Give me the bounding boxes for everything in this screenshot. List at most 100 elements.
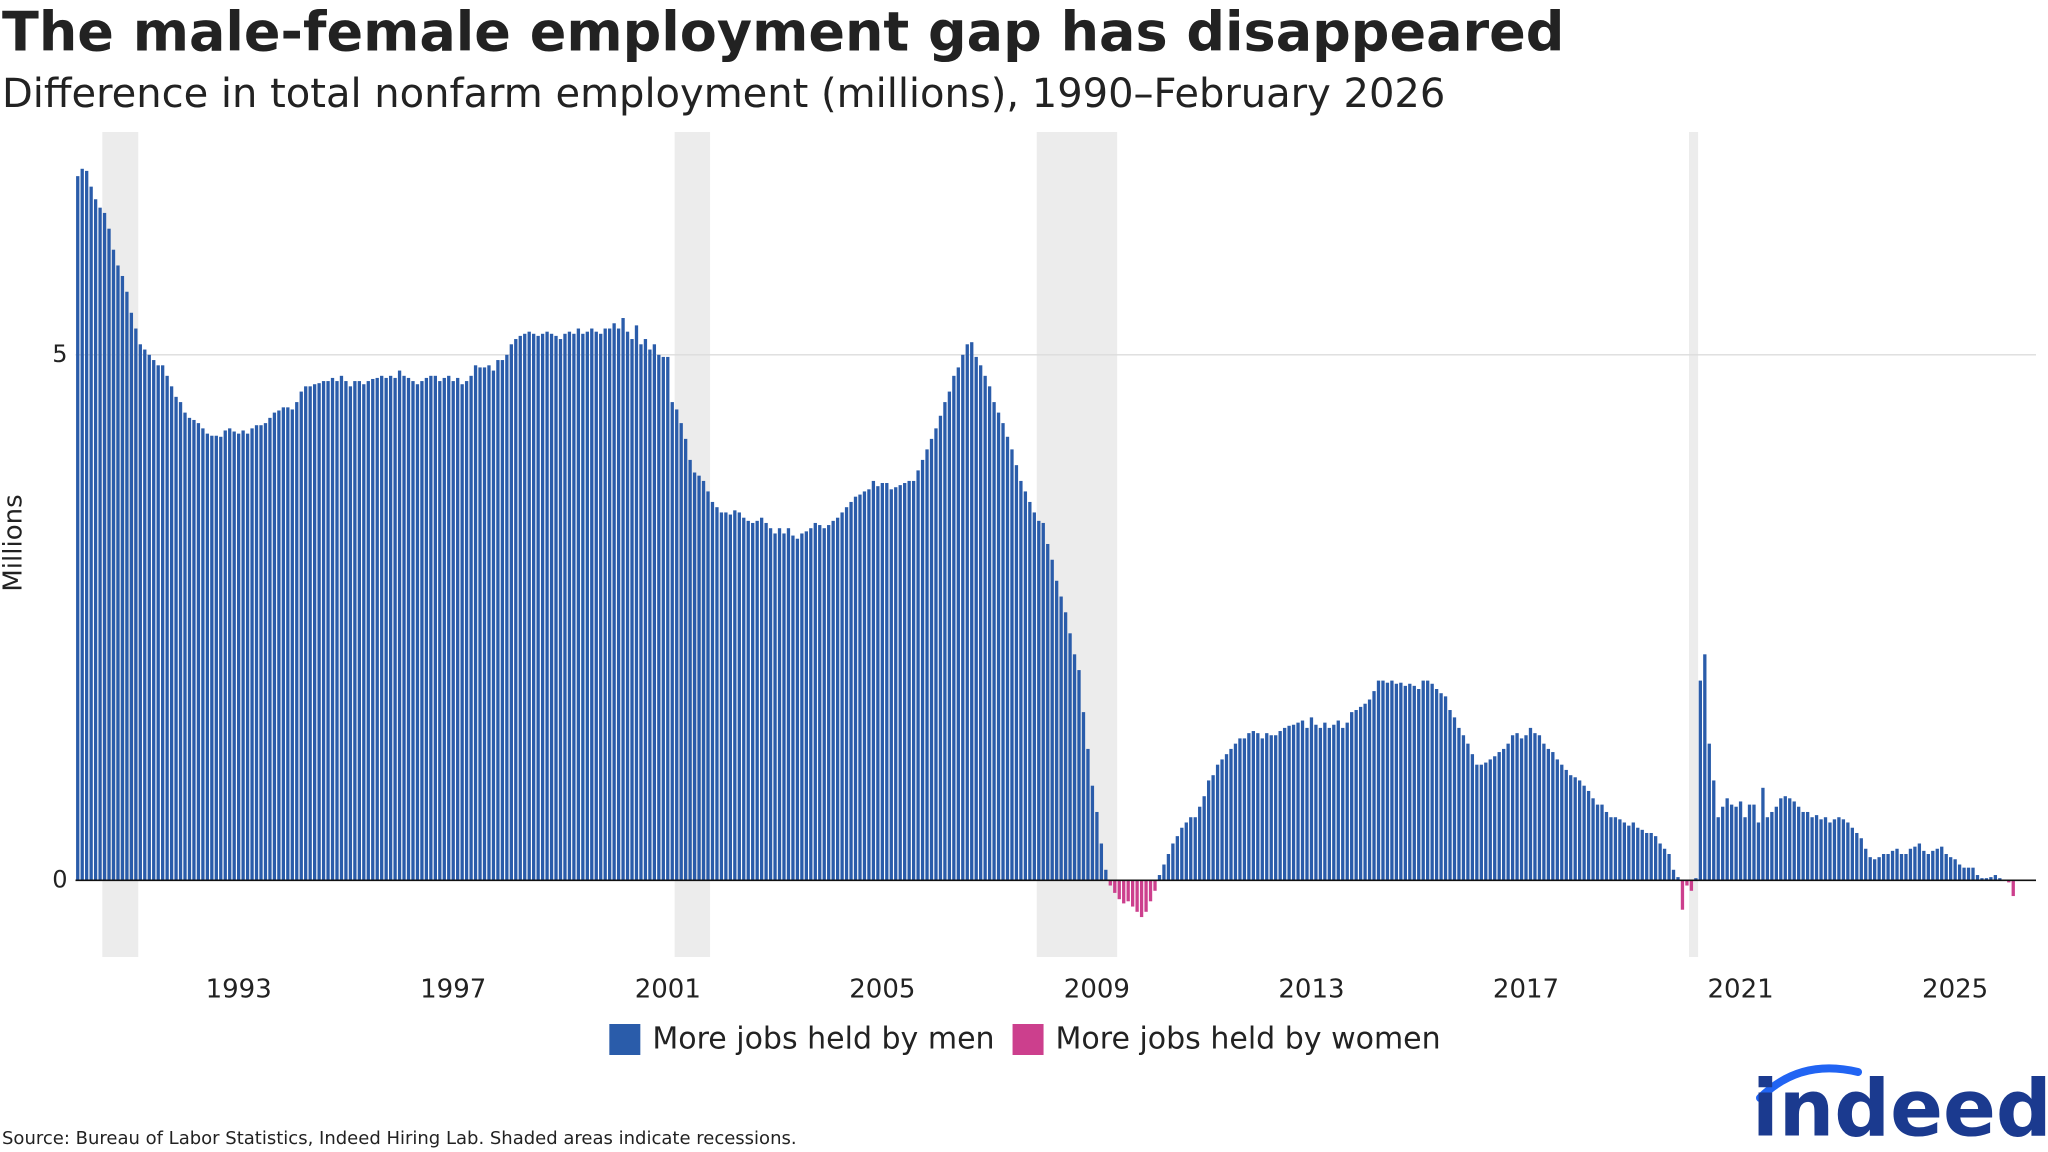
bar xyxy=(1712,780,1716,881)
bar xyxy=(822,528,826,881)
bar xyxy=(889,489,893,881)
bar xyxy=(1640,829,1644,881)
bar xyxy=(1586,790,1591,881)
bar xyxy=(925,449,929,881)
bar xyxy=(1738,801,1743,881)
bar xyxy=(433,375,437,881)
bar xyxy=(956,367,960,881)
bar xyxy=(1707,743,1711,881)
bar xyxy=(1046,543,1050,881)
bar xyxy=(688,459,692,881)
bar xyxy=(1099,843,1104,881)
bar xyxy=(1582,785,1586,881)
bar xyxy=(1703,654,1707,881)
bar xyxy=(1510,735,1515,881)
bar xyxy=(1394,683,1399,881)
bar xyxy=(1636,827,1640,881)
bar xyxy=(603,328,607,881)
bar xyxy=(576,328,581,881)
bar xyxy=(357,381,361,881)
bar xyxy=(835,517,840,881)
bar xyxy=(1819,819,1823,881)
bar xyxy=(831,520,835,881)
bar xyxy=(1756,822,1761,881)
bar xyxy=(608,328,612,881)
bar xyxy=(1779,798,1783,881)
bar xyxy=(1381,680,1385,881)
bar xyxy=(518,335,522,881)
bar xyxy=(1104,869,1108,881)
bar xyxy=(858,494,862,881)
bar xyxy=(1980,878,1984,881)
bar xyxy=(1953,859,1957,881)
bar xyxy=(643,339,648,881)
bar xyxy=(1291,724,1296,881)
x-tick-label: 2025 xyxy=(1922,975,1988,1005)
bar xyxy=(612,323,616,881)
bar xyxy=(1805,811,1810,881)
bar xyxy=(1287,725,1291,881)
bar xyxy=(312,384,317,881)
bar xyxy=(1528,727,1533,881)
bar xyxy=(1014,465,1019,881)
bar xyxy=(321,381,326,881)
bar xyxy=(1957,864,1962,881)
bar xyxy=(1198,806,1202,881)
bar xyxy=(1797,806,1801,881)
bar xyxy=(304,386,308,881)
bar xyxy=(1881,854,1886,881)
bar xyxy=(1533,733,1537,881)
bar xyxy=(1864,848,1868,881)
bar xyxy=(397,370,402,881)
bar xyxy=(1868,857,1872,881)
bar xyxy=(1434,689,1439,881)
bar xyxy=(1081,712,1086,881)
bar xyxy=(245,433,250,881)
bar xyxy=(1470,754,1475,881)
bar xyxy=(339,375,344,881)
bar xyxy=(1555,759,1559,881)
bar xyxy=(1175,836,1180,881)
bar xyxy=(827,525,831,881)
bar xyxy=(1850,827,1854,881)
bar xyxy=(1935,848,1939,881)
bar xyxy=(111,249,116,881)
bar xyxy=(1993,875,1998,881)
bar xyxy=(1810,817,1814,881)
bar xyxy=(1309,717,1314,881)
bar xyxy=(1519,738,1524,881)
bar xyxy=(952,375,956,881)
bar xyxy=(818,525,822,881)
bar xyxy=(85,170,89,881)
bar xyxy=(594,331,598,881)
bar xyxy=(259,425,263,881)
bar xyxy=(701,480,706,881)
bar xyxy=(415,384,420,881)
bar xyxy=(1028,501,1032,881)
y-tick-label: 5 xyxy=(52,340,67,368)
bar xyxy=(241,430,245,881)
bar xyxy=(473,365,478,881)
bar xyxy=(1452,717,1457,881)
bar xyxy=(1068,633,1072,881)
bar xyxy=(1215,764,1220,881)
bar xyxy=(1662,848,1667,881)
bar xyxy=(1855,832,1859,881)
bar xyxy=(1502,748,1506,881)
bar xyxy=(1627,825,1631,881)
bar xyxy=(724,512,728,881)
bar xyxy=(996,412,1001,881)
bar xyxy=(1676,877,1680,881)
logo: indeed xyxy=(1752,1064,2048,1152)
bar xyxy=(1265,733,1269,881)
bar xyxy=(1931,850,1935,881)
bar xyxy=(1966,867,1971,881)
bar xyxy=(348,386,353,881)
bar xyxy=(1206,780,1211,881)
bar xyxy=(1971,867,1975,881)
bar xyxy=(1001,423,1005,881)
bar xyxy=(800,533,804,881)
bar xyxy=(862,491,867,881)
bar xyxy=(1256,733,1260,881)
